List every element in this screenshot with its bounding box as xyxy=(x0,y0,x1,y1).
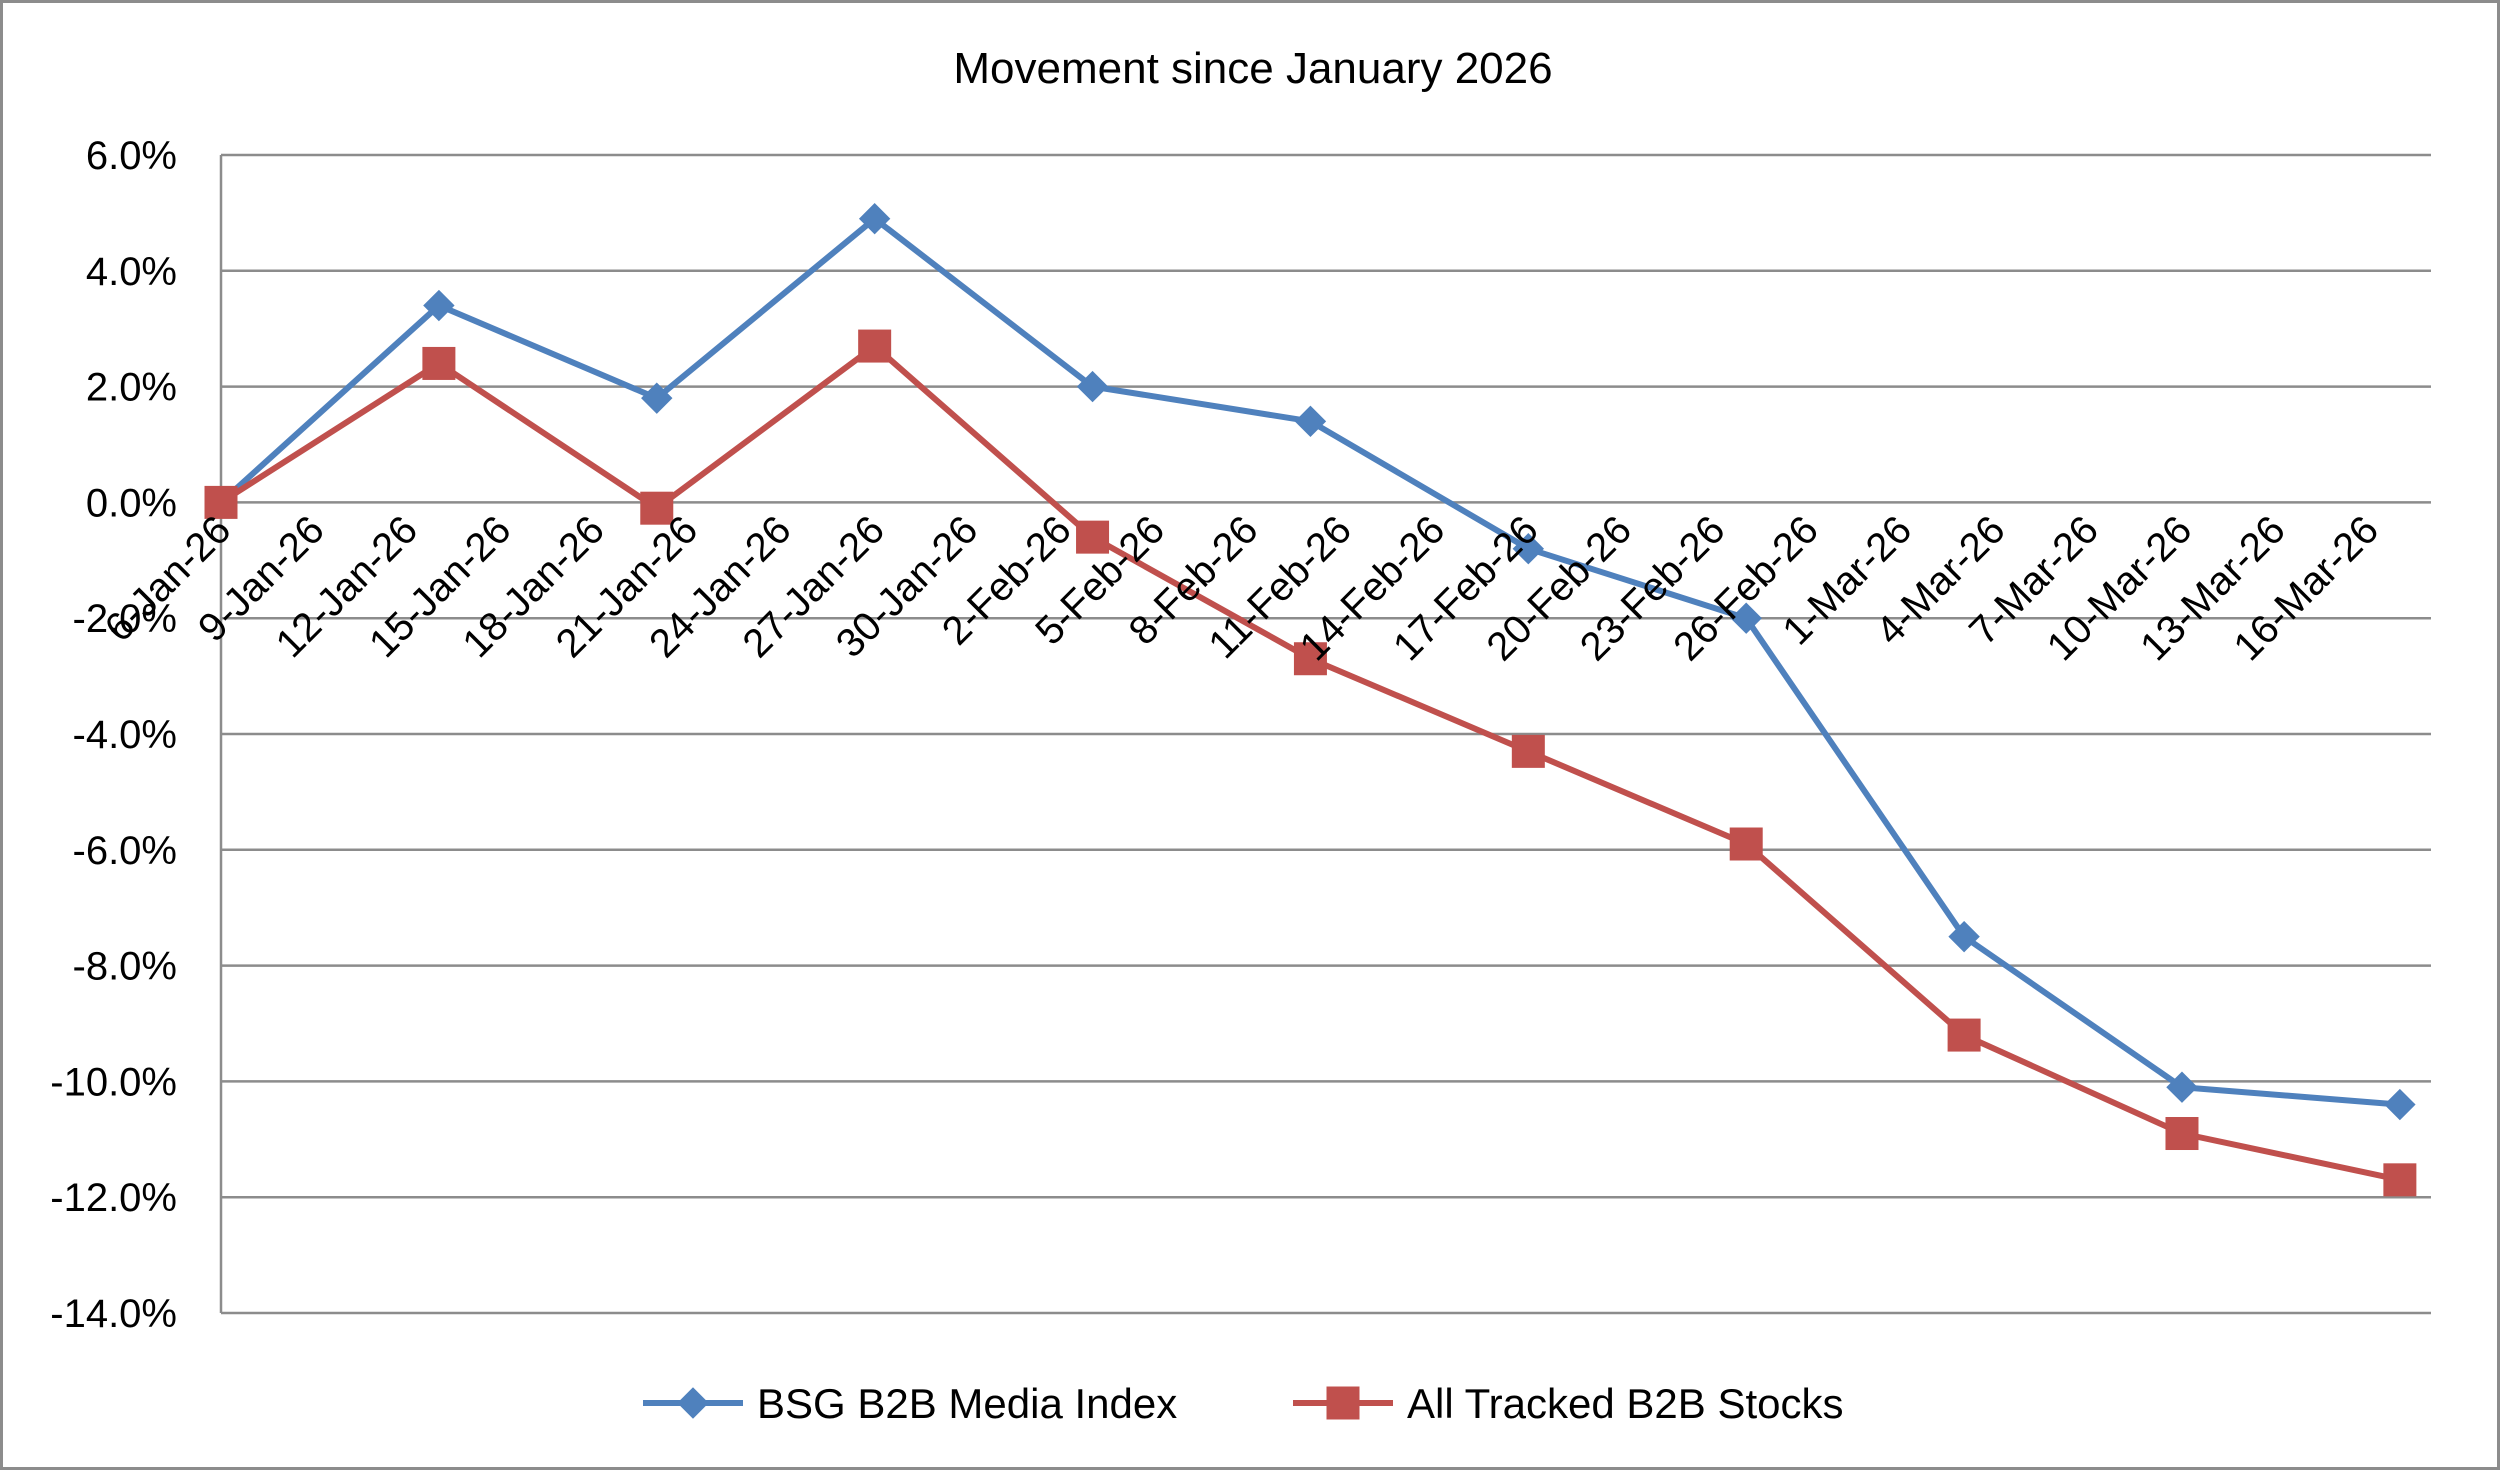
data-point xyxy=(1512,533,1545,565)
data-point xyxy=(858,202,891,235)
data-point xyxy=(1947,1018,1981,1052)
data-point xyxy=(1729,827,1763,861)
data-point xyxy=(1730,602,1762,634)
series-line xyxy=(218,343,2403,1183)
data-point xyxy=(1294,405,1327,438)
y-tick-label: -14.0% xyxy=(50,1292,177,1336)
y-tick-label: 6.0% xyxy=(86,134,177,178)
data-point xyxy=(1076,370,1109,403)
data-point xyxy=(641,382,673,414)
legend-item: All Tracked B2B Stocks xyxy=(1293,1380,1844,1427)
legend-label: All Tracked B2B Stocks xyxy=(1407,1380,1844,1427)
data-point xyxy=(1076,520,1110,554)
y-tick-label: -2.0% xyxy=(73,597,178,641)
data-point xyxy=(2165,1117,2199,1151)
data-point xyxy=(2166,1071,2198,1103)
y-tick-label: 0.0% xyxy=(86,481,177,525)
y-tick-label: -12.0% xyxy=(50,1176,177,1220)
legend-item: BSG B2B Media Index xyxy=(643,1380,1177,1427)
y-tick-label: -8.0% xyxy=(73,945,178,989)
y-tick-label: 4.0% xyxy=(86,250,177,294)
y-axis-ticks: 6.0% 4.0% 2.0% 0.0% -2.0% -4.0% -6.0% -8.0% -10.… xyxy=(50,134,177,1336)
data-point xyxy=(423,289,455,322)
series-group xyxy=(204,202,2417,1197)
data-point xyxy=(2383,1163,2417,1197)
data-point xyxy=(1948,920,1980,953)
data-point xyxy=(858,329,892,363)
y-tick-label: 2.0% xyxy=(86,366,177,410)
data-point xyxy=(2384,1088,2416,1121)
y-tick-label: -4.0% xyxy=(73,713,178,757)
data-point xyxy=(204,485,238,519)
data-point xyxy=(1293,642,1327,676)
legend: BSG B2B Media Index All Tracked B2B Stock… xyxy=(643,1380,1844,1427)
legend-label: BSG B2B Media Index xyxy=(757,1380,1177,1427)
y-tick-label: -6.0% xyxy=(73,829,178,873)
y-tick-label: -10.0% xyxy=(50,1060,177,1104)
legend-marker xyxy=(677,1387,709,1419)
legend-marker xyxy=(1326,1386,1360,1420)
gridlines xyxy=(221,153,2431,1315)
series-0 xyxy=(205,202,2416,1121)
series-1 xyxy=(204,329,2417,1197)
chart-title: Movement since January 2026 xyxy=(953,44,1552,93)
line-chart: Movement since January 2026 6.0% 4.0% 2.0%… xyxy=(50,44,2431,1427)
data-point xyxy=(422,346,456,380)
data-point xyxy=(640,491,674,525)
data-point xyxy=(1511,734,1545,768)
x-axis-ticks: 6-Jan-269-Jan-2612-Jan-2615-Jan-2618-Jan… xyxy=(97,508,2387,670)
